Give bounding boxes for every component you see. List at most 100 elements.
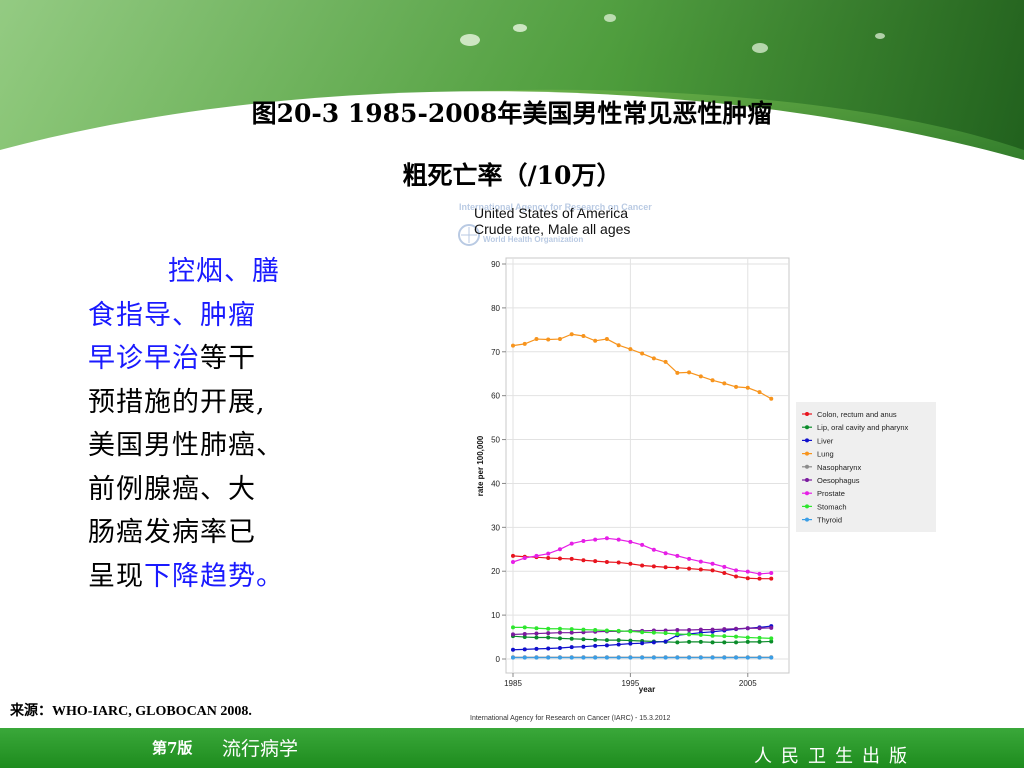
- data-point: [722, 634, 727, 639]
- data-point: [628, 638, 633, 643]
- data-point: [663, 565, 668, 570]
- legend-label: Liver: [817, 436, 834, 445]
- data-point: [557, 636, 562, 641]
- data-point: [687, 632, 692, 637]
- x-tick-label: 1985: [504, 679, 522, 688]
- data-point: [511, 343, 515, 348]
- data-point: [698, 627, 703, 632]
- leaf-header-image: [0, 0, 1024, 170]
- data-point: [628, 629, 633, 634]
- data-point: [511, 560, 515, 565]
- legend-label: Stomach: [817, 502, 847, 511]
- data-point: [511, 647, 515, 652]
- data-point: [581, 627, 586, 632]
- data-point: [640, 641, 645, 646]
- legend-swatch-marker: [805, 464, 809, 469]
- data-point: [675, 628, 680, 633]
- data-point: [745, 639, 750, 644]
- data-point: [511, 625, 515, 630]
- data-point: [734, 384, 739, 389]
- data-point: [769, 625, 774, 630]
- data-point: [687, 655, 692, 660]
- data-point: [745, 385, 750, 390]
- side-line-3-highlight: 早诊早治: [88, 343, 200, 374]
- data-point: [569, 541, 574, 546]
- footer-book-title: 流行病学: [222, 738, 299, 760]
- data-point: [604, 337, 609, 342]
- legend-swatch-marker: [805, 425, 809, 430]
- y-axis-label: rate per 100,000: [476, 435, 485, 496]
- x-axis-label: year: [639, 685, 655, 694]
- data-point: [616, 343, 621, 348]
- legend-swatch-marker: [805, 412, 809, 416]
- data-point: [593, 628, 598, 633]
- data-point: [745, 635, 750, 640]
- watermark-line2: World Health Organization: [483, 235, 583, 244]
- iarc-watermark: International Agency for Research on Can…: [458, 202, 652, 246]
- data-point: [534, 646, 539, 651]
- data-point: [769, 396, 774, 401]
- data-point: [534, 655, 539, 660]
- y-tick-label: 60: [491, 392, 500, 401]
- data-point: [581, 655, 586, 660]
- data-point: [569, 627, 574, 632]
- data-point: [734, 655, 739, 660]
- data-point: [687, 639, 692, 644]
- data-point: [651, 356, 656, 361]
- data-point: [710, 633, 715, 638]
- data-point: [722, 640, 727, 645]
- data-point: [616, 655, 621, 660]
- data-point: [557, 646, 562, 651]
- data-point: [546, 626, 551, 631]
- data-point: [651, 630, 656, 635]
- data-point: [593, 655, 598, 660]
- data-point: [604, 536, 609, 541]
- data-point: [687, 370, 692, 375]
- y-tick-label: 50: [491, 436, 500, 445]
- source-citation: 来源：WHO-IARC, GLOBOCAN 2008.: [10, 704, 252, 719]
- data-point: [698, 567, 703, 572]
- footer-edition: 第7版: [152, 739, 193, 757]
- side-line-4: 预措施的开展,: [88, 386, 266, 418]
- side-line-8: 呈现: [88, 560, 144, 592]
- data-point: [534, 553, 539, 558]
- x-tick-label: 2005: [739, 679, 757, 688]
- legend-label: Colon, rectum and anus: [817, 410, 897, 419]
- side-commentary: 控烟、膳 食指导、肿瘤 早诊早治等干 预措施的开展, 美国男性肺癌、 前例腺癌、…: [88, 250, 356, 598]
- legend-box: [796, 402, 936, 532]
- data-point: [511, 655, 515, 660]
- data-point: [698, 655, 703, 660]
- side-line-2: 食指导、肿瘤: [88, 299, 256, 331]
- data-point: [734, 568, 739, 573]
- data-point: [698, 559, 703, 564]
- data-point: [710, 627, 715, 632]
- data-point: [745, 576, 750, 581]
- slide-title-line1: 图20-3 1985-2008年美国男性常见恶性肿瘤: [251, 99, 773, 128]
- y-tick-label: 20: [491, 567, 500, 576]
- data-point: [546, 551, 551, 556]
- data-point: [710, 561, 715, 566]
- data-point: [663, 551, 668, 556]
- data-point: [593, 559, 598, 564]
- data-point: [640, 563, 645, 568]
- data-point: [616, 560, 621, 565]
- data-point: [710, 568, 715, 573]
- data-point: [663, 359, 668, 364]
- data-point: [604, 628, 609, 633]
- data-point: [734, 574, 739, 579]
- legend-swatch-marker: [805, 491, 809, 496]
- data-point: [757, 626, 762, 631]
- data-point: [581, 538, 586, 543]
- data-point: [522, 635, 527, 640]
- data-point: [651, 564, 656, 569]
- footer-publisher: 人民卫生出版: [754, 746, 916, 767]
- data-point: [522, 655, 527, 660]
- data-point: [604, 638, 609, 643]
- data-point: [640, 351, 645, 356]
- data-point: [710, 378, 715, 383]
- data-point: [769, 570, 774, 575]
- data-point: [675, 565, 680, 570]
- data-point: [534, 337, 539, 342]
- data-point: [557, 655, 562, 660]
- data-point: [675, 631, 680, 636]
